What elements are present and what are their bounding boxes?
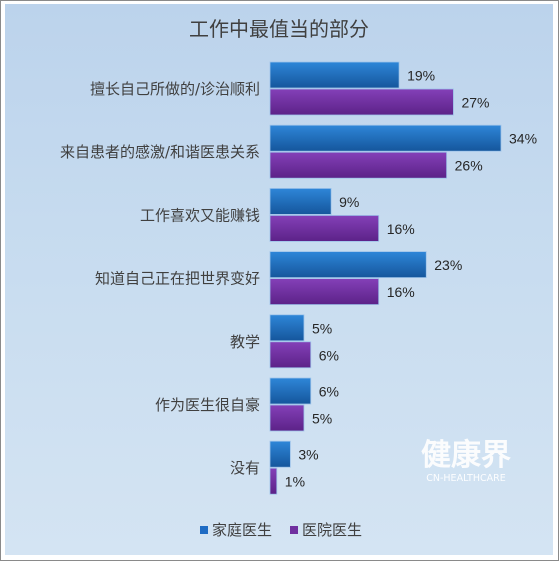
bar <box>269 341 312 369</box>
bar <box>269 314 305 342</box>
bar <box>269 377 312 405</box>
data-label: 1% <box>285 474 305 490</box>
category-label: 教学 <box>230 333 260 351</box>
legend: 家庭医生 医院医生 <box>200 521 362 539</box>
data-label: 16% <box>387 221 415 237</box>
bar <box>269 187 332 215</box>
bar <box>269 88 454 116</box>
data-label: 23% <box>434 257 462 273</box>
bar <box>269 467 278 495</box>
legend-swatch <box>290 526 298 534</box>
bars-layer: 擅长自己所做的/诊治顺利 19% 27% 来自患者的感激/和谐医患关系 34% 26% 工作… <box>60 61 537 495</box>
legend-label: 医院医生 <box>302 521 362 539</box>
chart-panel: 工作中最值当的部分 擅长自己所做的/诊治顺利 19% 27% 来自患者的感激/和谐医患… <box>5 4 553 555</box>
data-label: 5% <box>312 411 332 427</box>
data-label: 34% <box>509 131 537 147</box>
bar-chart: 工作中最值当的部分 擅长自己所做的/诊治顺利 19% 27% 来自患者的感激/和谐医患… <box>60 17 537 539</box>
data-label: 9% <box>339 194 359 210</box>
watermark-logo: 健康界 CN-HEALTHCARE <box>421 438 511 484</box>
data-label: 5% <box>312 320 332 336</box>
bar <box>269 61 400 89</box>
category-label: 擅长自己所做的/诊治顺利 <box>90 80 260 98</box>
watermark-sub: CN-HEALTHCARE <box>426 473 505 484</box>
data-label: 16% <box>387 284 415 300</box>
bar <box>269 151 448 179</box>
data-label: 3% <box>298 447 318 463</box>
category-label: 没有 <box>230 459 260 477</box>
bar <box>269 124 502 152</box>
category-label: 工作喜欢又能赚钱 <box>140 206 260 224</box>
bar <box>269 251 427 279</box>
data-label: 27% <box>461 95 489 111</box>
category-label: 知道自己正在把世界变好 <box>95 270 260 288</box>
bar <box>269 404 305 432</box>
bar <box>269 440 291 468</box>
legend-label: 家庭医生 <box>212 521 272 539</box>
category-label: 来自患者的感激/和谐医患关系 <box>60 143 260 161</box>
category-label: 作为医生很自豪 <box>155 396 260 414</box>
data-label: 26% <box>455 158 483 174</box>
legend-swatch <box>200 526 208 534</box>
data-label: 6% <box>319 384 339 400</box>
data-label: 6% <box>319 347 339 363</box>
bar <box>269 214 380 242</box>
watermark-brand: 健康界 <box>421 438 511 473</box>
bar <box>269 278 380 306</box>
chart-title: 工作中最值当的部分 <box>189 17 369 41</box>
data-label: 19% <box>407 68 435 84</box>
